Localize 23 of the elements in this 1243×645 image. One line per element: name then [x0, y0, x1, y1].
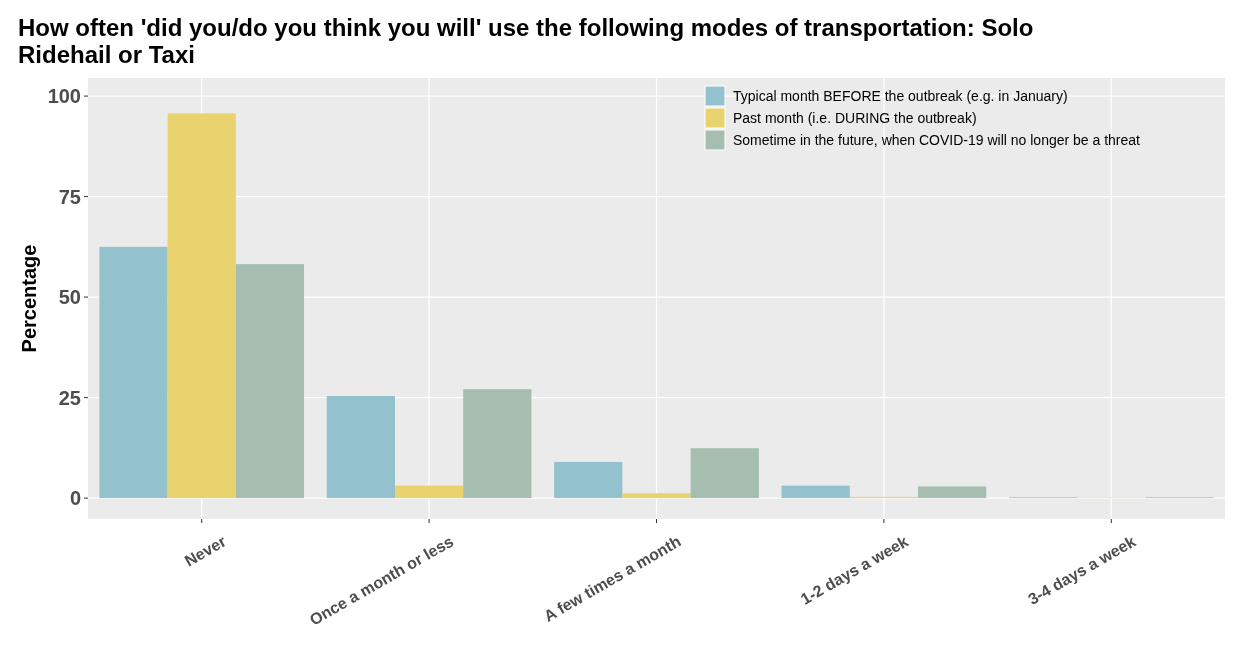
y-tick-label: 75 — [58, 185, 81, 208]
bar — [781, 485, 850, 499]
y-tick-label: 0 — [69, 487, 81, 510]
x-tick-label: 1-2 days a week — [797, 532, 912, 608]
y-tick-label: 25 — [58, 386, 81, 409]
bar — [554, 461, 623, 499]
bar — [918, 486, 987, 499]
y-axis-title: Percentage — [18, 244, 40, 353]
bar — [235, 264, 305, 499]
bar — [394, 485, 464, 499]
bar — [622, 493, 691, 499]
y-tick-label: 50 — [58, 286, 81, 309]
bar — [167, 113, 236, 499]
x-tick-label: 3-4 days a week — [1025, 532, 1139, 608]
legend-label: Past month (i.e. DURING the outbreak) — [733, 109, 977, 126]
legend-label: Sometime in the future, when COVID-19 will no longer be a threat — [733, 131, 1141, 148]
bar — [99, 246, 168, 499]
chart-title: How often 'did you/do you think you will' use the following modes of transportation: Solo Ridehail or Taxi — [18, 14, 1034, 68]
bar — [690, 448, 759, 499]
bar — [326, 395, 395, 499]
bar — [463, 389, 532, 499]
y-tick-label: 100 — [47, 85, 81, 108]
legend-label: Typical month BEFORE the outbreak (e.g. in January) — [733, 87, 1068, 104]
